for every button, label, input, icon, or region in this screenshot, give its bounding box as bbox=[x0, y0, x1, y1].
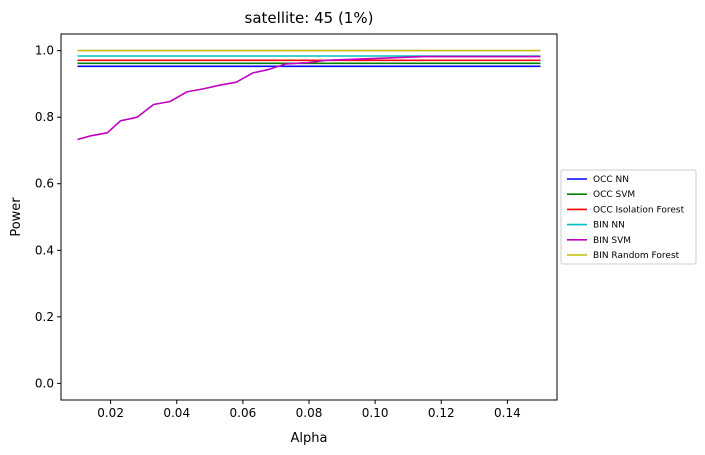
x-tick-label: 0.12 bbox=[428, 406, 455, 420]
y-tick-label: 0.4 bbox=[35, 243, 54, 257]
axis-ticks: 0.02 0.04 0.06 0.08 0.10 0.12 0.14 0.0 0.2 0.4 0.6… bbox=[35, 44, 521, 420]
y-tick-label: 0.2 bbox=[35, 310, 54, 324]
x-tick-label: 0.10 bbox=[362, 406, 389, 420]
y-tick-label: 0.8 bbox=[35, 110, 54, 124]
legend-label: BIN SVM bbox=[593, 236, 631, 246]
legend-box bbox=[560, 169, 697, 265]
y-axis-label: Power bbox=[9, 197, 24, 237]
series-lines bbox=[77, 49, 541, 141]
y-tick-label: 0.0 bbox=[35, 376, 54, 390]
legend: OCC NN OCC SVM OCC Isolation Forest BIN NN B… bbox=[560, 169, 697, 265]
legend-label: OCC SVM bbox=[593, 190, 635, 200]
x-tick-label: 0.06 bbox=[230, 406, 257, 420]
x-tick-label: 0.14 bbox=[494, 406, 521, 420]
y-tick-label: 0.6 bbox=[35, 177, 54, 191]
x-tick-label: 0.04 bbox=[163, 406, 190, 420]
x-tick-label: 0.02 bbox=[97, 406, 124, 420]
plot-frame bbox=[60, 33, 558, 401]
legend-label: OCC NN bbox=[593, 175, 629, 185]
legend-label: BIN Random Forest bbox=[593, 251, 680, 261]
x-tick-label: 0.08 bbox=[296, 406, 323, 420]
legend-label: OCC Isolation Forest bbox=[593, 205, 685, 215]
x-axis-label: Alpha bbox=[291, 431, 328, 446]
chart-title: satellite: 45 (1%) bbox=[245, 9, 374, 27]
series-line-bin-svm bbox=[77, 55, 541, 141]
y-tick-label: 1.0 bbox=[35, 44, 54, 58]
legend-label: BIN NN bbox=[593, 221, 625, 231]
